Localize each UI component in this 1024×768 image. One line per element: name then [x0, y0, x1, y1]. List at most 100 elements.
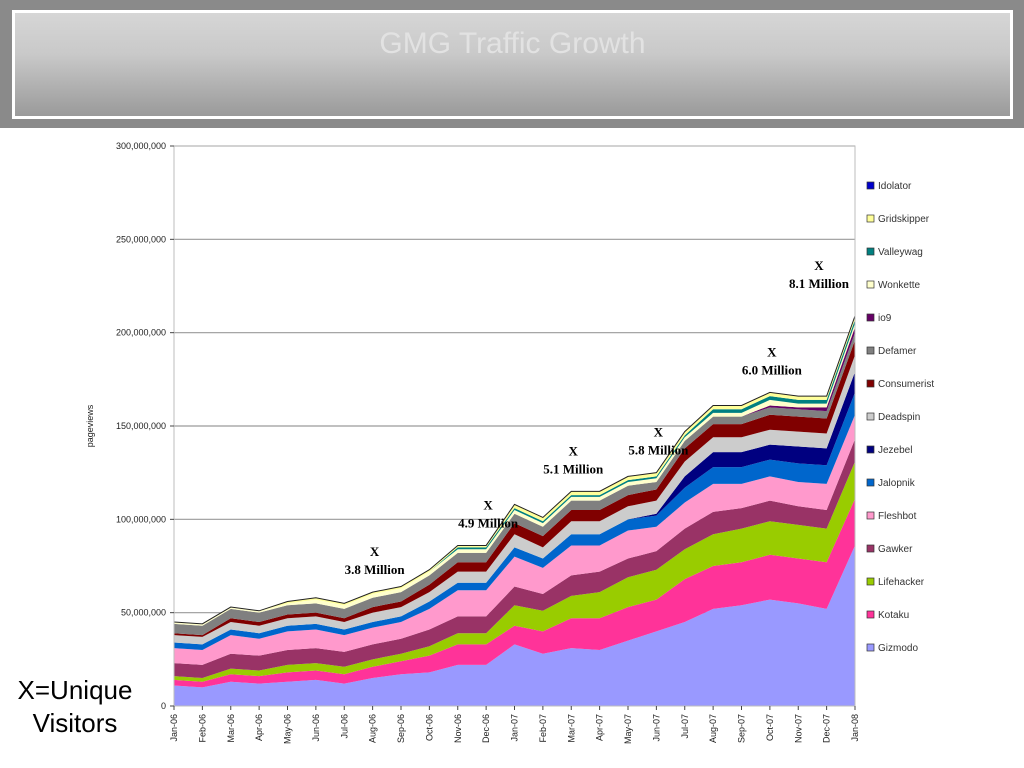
- legend-item-io9: io9: [866, 313, 892, 324]
- x-tick-label: Mar-07: [566, 714, 576, 743]
- unique-visitors-note: X=Unique Visitors: [17, 675, 133, 738]
- unique-visitors-annotation: X 8.1 Million: [789, 258, 850, 291]
- area-fleshbot: [174, 414, 855, 665]
- legend-item-fleshbot: Fleshbot: [866, 511, 917, 522]
- x-tick-label: Aug-06: [368, 714, 378, 743]
- x-tick-label: Apr-06: [254, 714, 264, 741]
- annotation-marker: X: [814, 258, 824, 273]
- x-tick-label: Jun-07: [651, 714, 661, 742]
- legend-label: Defamer: [878, 346, 917, 357]
- legend-label: io9: [878, 313, 892, 324]
- chart-annotations: X 3.8 Million X 4.9 Million X 5.1 Million X 5.8…: [345, 258, 850, 577]
- annotation-label: 5.1 Million: [543, 461, 604, 476]
- chart-areas: [173, 315, 856, 706]
- legend-item-defamer: Defamer: [866, 346, 917, 357]
- legend-item-valleywag: Valleywag: [866, 247, 923, 258]
- y-tick-label: 100,000,000: [116, 514, 166, 524]
- x-tick-label: May-07: [623, 714, 633, 744]
- legend-label: Fleshbot: [878, 511, 917, 522]
- legend-label: Gizmodo: [878, 643, 918, 654]
- x-tick-label: May-06: [283, 714, 293, 744]
- legend-label: Jalopnik: [878, 478, 916, 489]
- unique-visitors-annotation: X 5.1 Million: [543, 443, 604, 476]
- legend-item-gridskipper: Gridskipper: [866, 214, 930, 225]
- legend-item-consumerist: Consumerist: [866, 379, 934, 390]
- legend-label: Kotaku: [878, 610, 909, 621]
- x-tick-label: Jun-06: [311, 714, 321, 742]
- legend-label: Gridskipper: [878, 214, 930, 225]
- legend-item-gizmodo: Gizmodo: [866, 643, 918, 654]
- chart-legend: Idolator Gridskipper Valleywag Wonkette io9 D…: [866, 181, 934, 654]
- area-gizmodo: [174, 545, 855, 706]
- title-panel: GMG Traffic Growth: [12, 10, 1013, 119]
- x-tick-label: Oct-07: [765, 714, 775, 741]
- page-title: GMG Traffic Growth: [379, 27, 646, 60]
- legend-item-jalopnik: Jalopnik: [866, 478, 916, 489]
- legend-swatch: [866, 280, 875, 289]
- x-tick-label: Jan-07: [510, 714, 520, 742]
- area-kotaku: [174, 498, 855, 688]
- legend-label: Wonkette: [878, 280, 920, 291]
- legend-swatch: [866, 544, 875, 553]
- legend-swatch: [866, 610, 875, 619]
- legend-item-jezebel: Jezebel: [866, 445, 912, 456]
- y-tick-labels: 0 50,000,000 100,000,000 150,000,000 200,000…: [116, 141, 166, 711]
- y-tick-label: 300,000,000: [116, 141, 166, 151]
- y-axis-label: pageviews: [85, 404, 95, 447]
- legend-swatch: [866, 214, 875, 223]
- legend-swatch: [866, 313, 875, 322]
- x-tick-label: Mar-06: [226, 714, 236, 743]
- legend-item-deadspin: Deadspin: [866, 412, 920, 423]
- legend-item-lifehacker: Lifehacker: [866, 577, 925, 588]
- x-tick-label: Oct-06: [424, 714, 434, 741]
- annotation-marker: X: [767, 344, 777, 359]
- y-tick-label: 200,000,000: [116, 328, 166, 338]
- legend-label: Deadspin: [878, 412, 920, 423]
- legend-swatch: [866, 577, 875, 586]
- annotation-label: 4.9 Million: [458, 515, 519, 530]
- x-tick-label: Feb-07: [538, 714, 548, 743]
- x-tick-label: Dec-07: [822, 714, 832, 743]
- y-tick-label: 150,000,000: [116, 421, 166, 431]
- legend-item-wonkette: Wonkette: [866, 280, 920, 291]
- legend-label: Gawker: [878, 544, 913, 555]
- x-tick-label: Jan-06: [169, 714, 179, 742]
- x-tick-label: Apr-07: [595, 714, 605, 741]
- legend-swatch: [866, 445, 875, 454]
- x-tick-label: Dec-06: [481, 714, 491, 743]
- legend-label: Lifehacker: [878, 577, 925, 588]
- legend-item-kotaku: Kotaku: [866, 610, 909, 621]
- legend-item-idolator: Idolator: [866, 181, 912, 192]
- x-tick-label: Jul-06: [339, 714, 349, 739]
- legend-item-gawker: Gawker: [866, 544, 913, 555]
- annotation-label: 5.8 Million: [628, 443, 689, 458]
- traffic-area-chart: 0 50,000,000 100,000,000 150,000,000 200,000…: [85, 141, 934, 744]
- legend-label: Valleywag: [878, 247, 923, 258]
- unique-visitors-annotation: X 6.0 Million: [742, 344, 803, 377]
- unique-visitors-annotation: X 5.8 Million: [628, 425, 689, 458]
- annotation-marker: X: [569, 443, 579, 458]
- x-tick-label: Jul-07: [680, 714, 690, 739]
- annotation-label: 6.0 Million: [742, 362, 803, 377]
- x-tick-label: Feb-06: [197, 714, 207, 743]
- chart-axes: [170, 145, 856, 710]
- y-tick-label: 50,000,000: [121, 608, 166, 618]
- x-tick-label: Nov-07: [793, 714, 803, 743]
- legend-label: Idolator: [878, 181, 912, 192]
- legend-swatch: [866, 643, 875, 652]
- x-tick-labels: Jan-06 Feb-06 Mar-06 Apr-06 May-06 Jun-06 Jul-…: [169, 714, 860, 744]
- annotation-marker: X: [370, 544, 380, 559]
- y-tick-label: 250,000,000: [116, 234, 166, 244]
- legend-swatch: [866, 379, 875, 388]
- legend-swatch: [866, 478, 875, 487]
- area-top-outline: [173, 315, 856, 625]
- y-tick-label: 0: [161, 701, 166, 711]
- legend-swatch: [866, 346, 875, 355]
- annotation-marker: X: [483, 497, 493, 512]
- unique-visitors-annotation: X 4.9 Million: [458, 497, 519, 530]
- legend-swatch: [866, 412, 875, 421]
- x-tick-label: Jan-08: [850, 714, 860, 742]
- x-tick-label: Sep-07: [737, 714, 747, 743]
- legend-label: Jezebel: [878, 445, 912, 456]
- x-tick-label: Sep-06: [396, 714, 406, 743]
